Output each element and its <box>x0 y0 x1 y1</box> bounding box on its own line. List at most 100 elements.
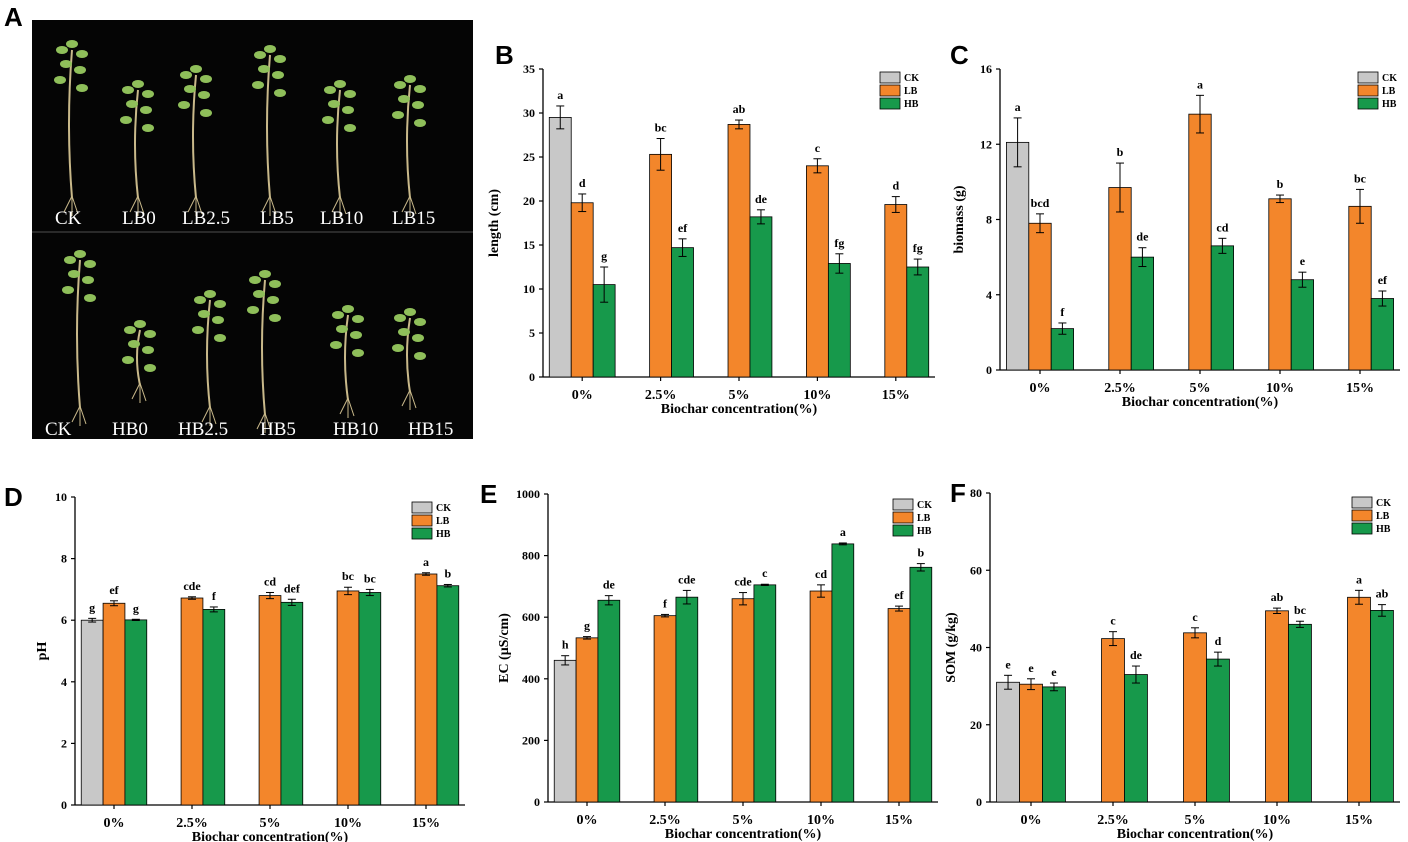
x-tick-label: 0% <box>1021 813 1042 828</box>
plant-leaf <box>178 101 190 109</box>
y-tick-label: 2 <box>61 736 67 750</box>
bar-hb-4 <box>1288 623 1312 803</box>
photo-label-top-5: LB10 <box>320 208 363 229</box>
plant-leaf <box>324 86 336 94</box>
x-tick-label: 0% <box>577 813 598 828</box>
y-tick-label: 600 <box>522 610 540 624</box>
bar-lb-1 <box>570 202 594 378</box>
y-tick-label: 8 <box>61 552 67 566</box>
legend-swatch-hb <box>1351 522 1373 535</box>
plants-top-row <box>54 40 426 216</box>
y-tick-label: 0 <box>986 363 992 377</box>
photo-label-top-1: CK <box>55 208 82 229</box>
plant-roots <box>331 195 347 216</box>
plant-leaf <box>142 124 154 132</box>
plant-stem <box>406 317 411 393</box>
significance-label: fg <box>834 236 844 250</box>
plant-leaf <box>394 81 406 89</box>
y-tick-label: 0 <box>534 795 540 809</box>
plant-leaf <box>74 66 86 74</box>
significance-label: e <box>1051 665 1057 679</box>
legend-label-ck: CK <box>1382 73 1397 84</box>
significance-label: bc <box>342 569 355 583</box>
bar-lb-5 <box>414 573 438 806</box>
significance-label: e <box>1028 661 1034 675</box>
x-tick-label: 15% <box>885 813 913 828</box>
x-tick-label: 10% <box>807 813 835 828</box>
photo-label-bottom-5: HB10 <box>333 419 378 440</box>
plant-leaf <box>258 65 270 73</box>
legend-swatch-ck <box>411 501 433 514</box>
legend-swatch-lb <box>892 511 914 524</box>
x-tick-label: 10% <box>1266 381 1294 396</box>
x-axis-label: Biochar concentration(%) <box>192 830 349 842</box>
significance-label: bcd <box>1031 196 1050 210</box>
legend-swatch-lb <box>879 84 901 97</box>
significance-label: bc <box>1354 171 1367 185</box>
plant-leaf <box>342 106 354 114</box>
bar-ck-1 <box>1006 141 1030 371</box>
y-axis-label: biomass (g) <box>952 185 967 253</box>
x-tick-label: 5% <box>729 388 750 403</box>
bar-hb-2 <box>1124 674 1148 803</box>
significance-label: ef <box>109 583 119 597</box>
x-tick-label: 2.5% <box>645 388 677 403</box>
plant-roots <box>339 397 355 418</box>
y-tick-label: 400 <box>522 672 540 686</box>
plant-leaf <box>330 341 342 349</box>
y-tick-label: 12 <box>980 137 992 151</box>
bar-hb-2 <box>671 247 694 378</box>
plant-leaf <box>204 290 216 298</box>
legend-swatch-ck <box>1357 71 1379 84</box>
plant-roots <box>201 405 217 426</box>
panel-label-b: B <box>495 40 514 70</box>
plant-bottom-3 <box>192 290 226 426</box>
bar-hb-3 <box>280 601 304 806</box>
photo-label-top-4: LB5 <box>260 208 294 229</box>
significance-label: cd <box>1216 220 1228 234</box>
plant-leaf <box>190 65 202 73</box>
x-axis-label: Biochar concentration(%) <box>661 402 818 417</box>
y-tick-label: 25 <box>523 150 535 164</box>
panel-label-e: E <box>480 479 497 509</box>
legend-label-lb: LB <box>436 516 450 527</box>
bar-lb-4 <box>806 165 829 378</box>
plant-stem <box>336 89 341 199</box>
bar-hb-5 <box>906 266 930 378</box>
plant-top-5 <box>322 80 356 216</box>
y-tick-label: 20 <box>970 718 982 732</box>
legend-label-ck: CK <box>436 503 451 514</box>
photo-label-top-2: LB0 <box>122 208 156 229</box>
plant-leaf <box>74 250 86 258</box>
significance-label: f <box>663 596 668 610</box>
plant-leaf <box>392 344 404 352</box>
photo-label-bottom-2: HB0 <box>112 419 148 440</box>
plant-top-6 <box>392 75 426 216</box>
plant-leaf <box>414 352 426 360</box>
photo-background <box>32 20 473 439</box>
plant-roots <box>63 195 79 216</box>
panel-label-c: C <box>950 40 969 70</box>
x-tick-label: 2.5% <box>1097 813 1129 828</box>
plant-stem <box>206 299 211 409</box>
plant-leaf <box>60 60 72 68</box>
plant-top-2 <box>120 80 154 216</box>
y-axis-label: length (cm) <box>487 189 502 257</box>
plant-roots <box>261 195 277 216</box>
significance-label: a <box>1356 572 1362 586</box>
plant-stem <box>136 329 141 386</box>
plant-stem <box>134 89 139 199</box>
legend-swatch-ck <box>892 498 914 511</box>
bar-lb-3 <box>1188 113 1212 371</box>
y-tick-label: 80 <box>970 486 982 500</box>
photo-label-bottom-4: HB5 <box>260 419 296 440</box>
plant-leaf <box>332 311 344 319</box>
plant-top-4 <box>252 45 286 216</box>
significance-label: cd <box>815 567 827 581</box>
plant-leaf <box>66 40 78 48</box>
x-tick-label: 2.5% <box>176 816 208 831</box>
plant-leaf <box>76 50 88 58</box>
bar-hb-2 <box>675 596 699 803</box>
legend-label-lb: LB <box>1376 511 1390 522</box>
significance-label: a <box>423 555 429 569</box>
